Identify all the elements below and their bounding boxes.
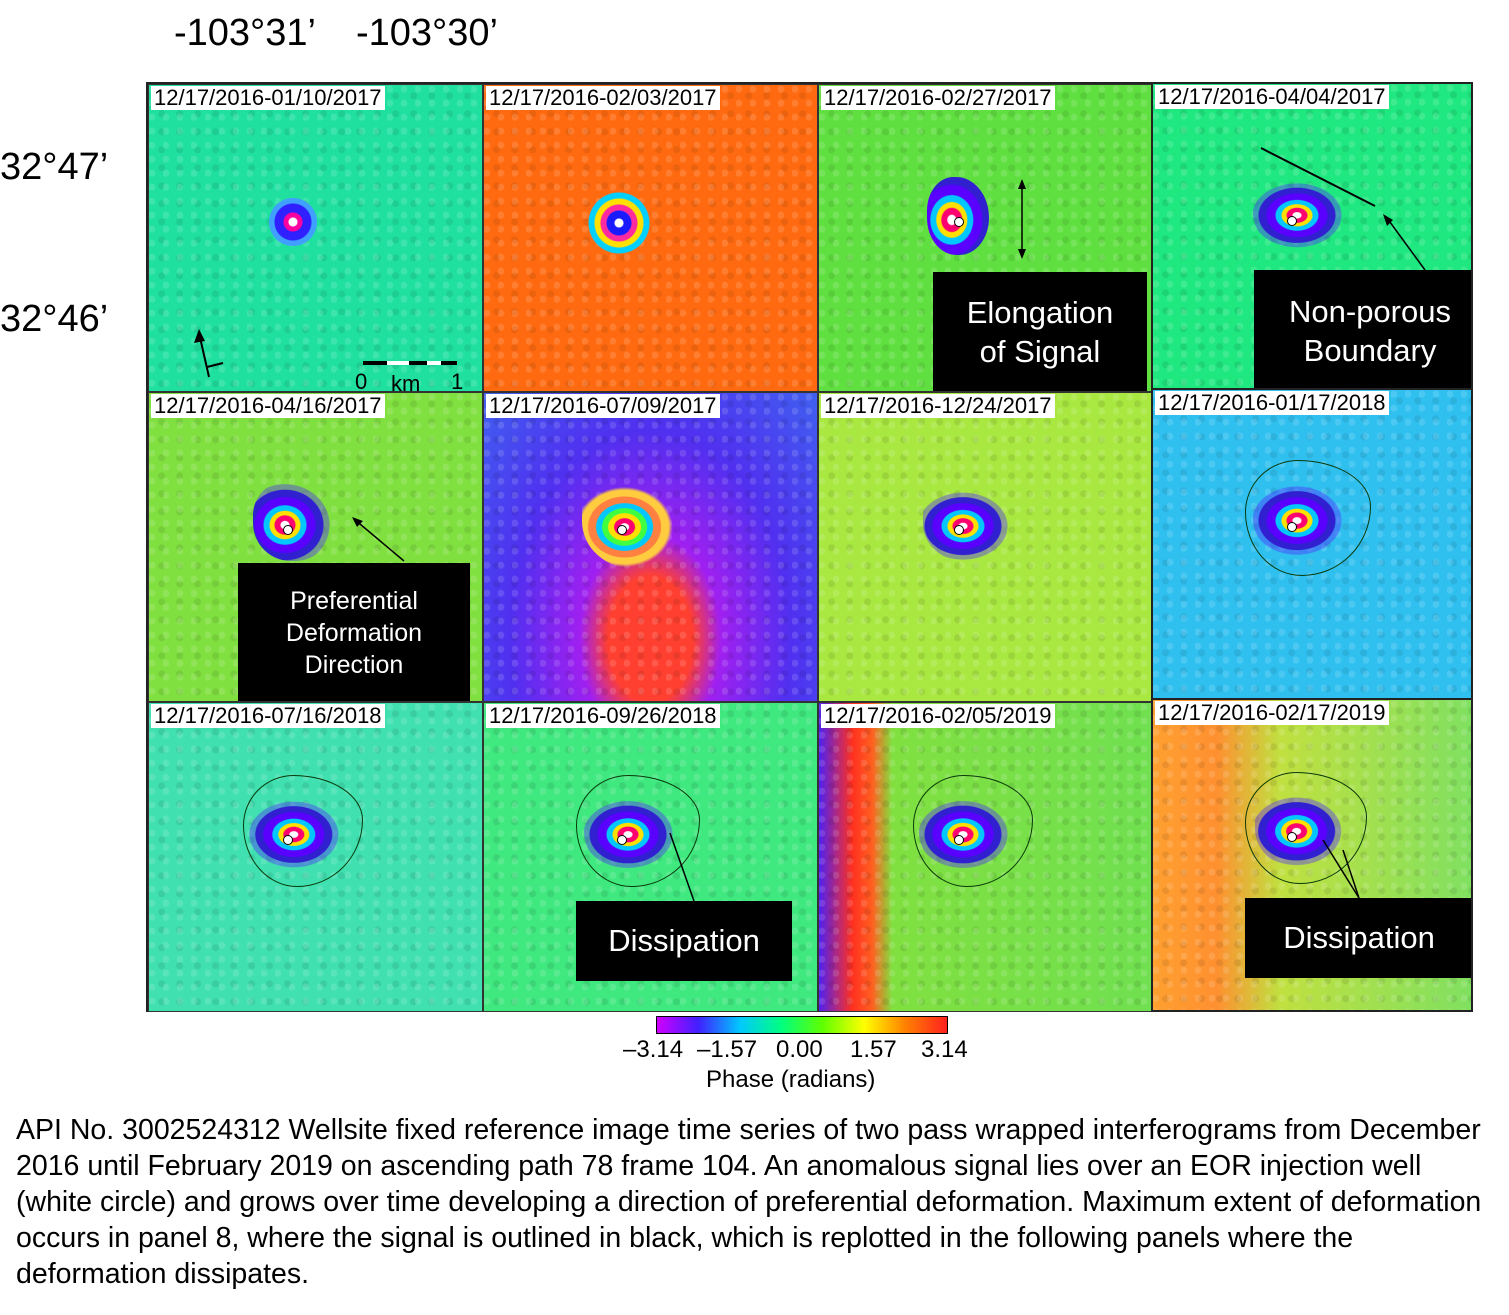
- scalebar-end: 1: [451, 369, 464, 392]
- panel-date: 12/17/2016-02/03/2017: [486, 86, 720, 110]
- annotation-line: Direction: [304, 651, 404, 679]
- latitude-label-2: 32°46’: [0, 298, 109, 340]
- elongation-annotation: Elongation of Signal: [933, 272, 1147, 391]
- deformation-signal: [919, 785, 1029, 875]
- panel-date: 12/17/2016-04/16/2017: [151, 394, 385, 418]
- well-marker: [954, 525, 964, 535]
- panel-background: [484, 85, 817, 391]
- non-porous-annotation: Non-porous Boundary: [1254, 270, 1471, 388]
- panel-1: 12/17/2016-01/10/2017 0 km 1: [148, 84, 483, 392]
- panel-8: 12/17/2016-01/17/2018: [1151, 390, 1473, 700]
- annotation-line: Non-porous: [1289, 294, 1451, 329]
- noise-texture: [149, 85, 482, 391]
- phase-colorbar: [656, 1016, 948, 1034]
- scalebar-unit: km: [391, 371, 421, 392]
- panel-7: 12/17/2016-12/24/2017: [818, 392, 1153, 702]
- panel-date: 12/17/2016-02/27/2017: [821, 86, 1055, 110]
- deformation-signal: [1255, 784, 1359, 870]
- panel-date: 12/17/2016-01/17/2018: [1155, 391, 1389, 415]
- panel-10: 12/17/2016-09/26/2018 Dissipation: [483, 702, 818, 1012]
- panel-date: 12/17/2016-04/04/2017: [1155, 85, 1389, 109]
- interferogram-grid: 12/17/2016-01/10/2017 0 km 1 12/17/2016-…: [146, 82, 1155, 1012]
- panel-5: 12/17/2016-04/16/2017 Preferential Defor…: [148, 392, 483, 702]
- panel-date: 12/17/2016-12/24/2017: [821, 394, 1055, 418]
- longitude-label-2: -103°30’: [356, 12, 498, 54]
- well-marker: [617, 835, 627, 845]
- colorbar-tick: –1.57: [697, 1036, 758, 1063]
- deformation-signal: [927, 177, 989, 255]
- latitude-label-1: 32°47’: [0, 146, 109, 188]
- well-marker: [954, 217, 964, 227]
- annotation-line: Elongation: [966, 295, 1114, 330]
- deformation-signal: [249, 785, 361, 875]
- deformation-signal: [269, 198, 317, 246]
- well-marker: [283, 525, 293, 535]
- scalebar-start: 0: [355, 369, 368, 392]
- well-marker: [283, 835, 293, 845]
- annotation-line: of Signal: [979, 334, 1101, 369]
- well-marker: [1287, 216, 1297, 226]
- panel-11: 12/17/2016-02/05/2019: [818, 702, 1153, 1012]
- colorbar-tick: 3.14: [921, 1036, 968, 1063]
- figure-caption: API No. 3002524312 Wellsite fixed refere…: [16, 1114, 1482, 1290]
- panel-6: 12/17/2016-07/09/2017: [483, 392, 818, 702]
- colorbar-tick: –3.14: [623, 1036, 684, 1063]
- well-marker: [617, 525, 627, 535]
- deformation-signal: [253, 481, 333, 561]
- well-marker: [1287, 832, 1297, 842]
- annotation-line: Dissipation: [1283, 920, 1435, 955]
- deformation-signal: [1253, 168, 1363, 254]
- panel-date: 12/17/2016-01/10/2017: [151, 86, 385, 110]
- well-marker: [1287, 522, 1297, 532]
- panel-12: 12/17/2016-02/17/2019 Dissipation: [1151, 700, 1473, 1012]
- deformation-signal: [584, 785, 694, 875]
- colorbar-tick: 1.57: [850, 1036, 897, 1063]
- panel-4: 12/17/2016-04/04/2017 Non-porous Boundar…: [1151, 82, 1473, 390]
- annotation-line: Boundary: [1303, 333, 1437, 368]
- annotation-line: Dissipation: [608, 923, 760, 958]
- panel-2: 12/17/2016-02/03/2017: [483, 84, 818, 392]
- panel-date: 12/17/2016-02/05/2019: [821, 704, 1055, 728]
- well-marker: [954, 835, 964, 845]
- panel-date: 12/17/2016-07/16/2018: [151, 704, 385, 728]
- preferential-annotation: Preferential Deformation Direction: [238, 563, 470, 701]
- deformation-signal: [582, 469, 694, 569]
- dissipation-annotation: Dissipation: [1245, 898, 1471, 978]
- annotation-line: Deformation: [285, 619, 423, 647]
- dissipation-annotation: Dissipation: [576, 901, 792, 981]
- panel-3: 12/17/2016-02/27/2017 Elongation of Sign…: [818, 84, 1153, 392]
- panel-date: 12/17/2016-09/26/2018: [486, 704, 720, 728]
- colorbar-label: Phase (radians): [706, 1066, 876, 1093]
- deformation-signal: [923, 481, 1023, 563]
- panel-9: 12/17/2016-07/16/2018: [148, 702, 483, 1012]
- colorbar-tick: 0.00: [776, 1036, 823, 1063]
- panel-date: 12/17/2016-02/17/2019: [1155, 701, 1389, 725]
- deformation-signal: [1253, 470, 1363, 562]
- panel-date: 12/17/2016-07/09/2017: [486, 394, 720, 418]
- deformation-signal: [587, 191, 651, 255]
- annotation-line: Preferential: [290, 587, 418, 615]
- longitude-label-1: -103°31’: [174, 12, 316, 54]
- noise-texture: [484, 85, 817, 391]
